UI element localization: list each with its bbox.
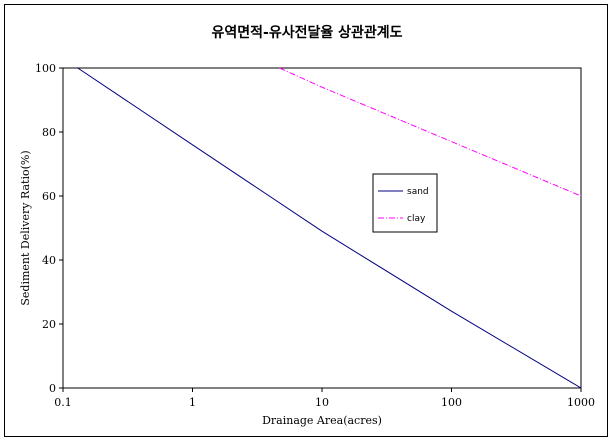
y-tick-label: 80 (42, 126, 56, 139)
x-tick-label: 1 (189, 396, 196, 409)
series-layer (77, 67, 582, 389)
y-tick-label: 40 (42, 254, 56, 267)
legend-label-sand: sand (407, 187, 429, 197)
x-tick-label: 0.1 (54, 396, 72, 409)
x-tick-label: 100 (441, 396, 462, 409)
series-line-clay (279, 67, 582, 197)
legend: sand clay (372, 173, 438, 233)
plot-area (62, 67, 582, 389)
chart-svg: 유역면적-유사전달율 상관관계도 0 20 40 60 80 100 0.1 1 10 100 1… (19, 24, 595, 427)
legend-box (372, 173, 438, 233)
y-tick-label: 60 (42, 190, 56, 203)
x-axis-label: Drainage Area(acres) (262, 414, 382, 427)
chart-title: 유역면적-유사전달율 상관관계도 (211, 24, 402, 41)
y-tick-label: 0 (49, 382, 56, 395)
y-tick-label: 20 (42, 318, 56, 331)
x-tick-label: 10 (315, 396, 329, 409)
y-axis-label: Sediment Delivery Ratio(%) (19, 150, 32, 305)
x-tick-label: 1000 (567, 396, 595, 409)
series-line-sand (77, 67, 582, 389)
y-tick-label: 100 (35, 62, 56, 75)
x-axis-ticks: 0.1 1 10 100 1000 (54, 388, 595, 409)
y-axis-ticks: 0 20 40 60 80 100 (35, 62, 63, 395)
chart-frame: 유역면적-유사전달율 상관관계도 0 20 40 60 80 100 0.1 1 10 100 1… (4, 4, 608, 437)
legend-label-clay: clay (407, 214, 426, 224)
